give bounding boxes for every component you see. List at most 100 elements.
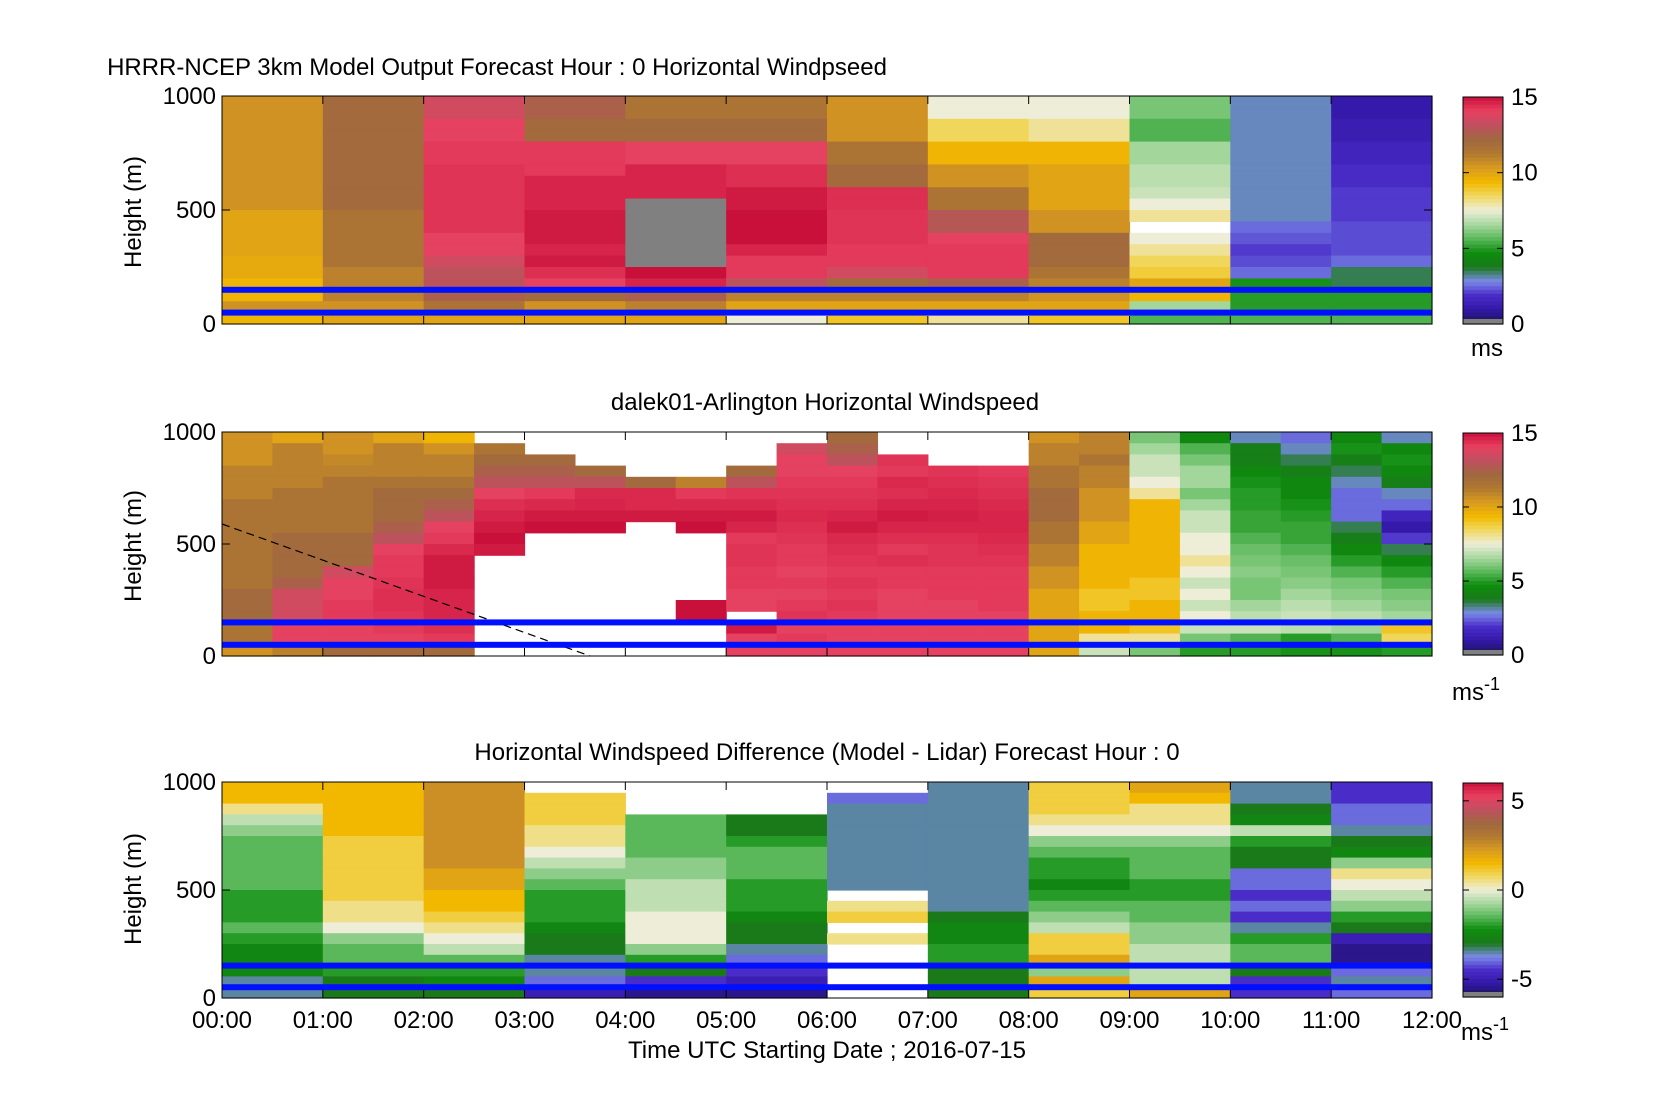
- heatmap-cell: [222, 521, 274, 534]
- heatmap-cell: [625, 987, 727, 999]
- heatmap-cell: [726, 825, 828, 837]
- heatmap-cell: [423, 532, 475, 545]
- heatmap-cell: [1129, 933, 1231, 945]
- colorbar-segment: [1463, 581, 1503, 586]
- panel-difference-yticks: 0 500 1000: [163, 769, 1432, 1012]
- heatmap-cell: [322, 555, 374, 567]
- colorbar-segment: [1463, 255, 1503, 261]
- heatmap-cell: [1028, 130, 1131, 143]
- colorbar-segment: [1463, 979, 1503, 984]
- heatmap-cell: [1280, 454, 1332, 467]
- heatmap-cell: [322, 900, 425, 913]
- heatmap-cell: [726, 510, 778, 523]
- heatmap-cell: [423, 510, 475, 523]
- heatmap-cell: [322, 890, 425, 902]
- heatmap-cell: [222, 187, 324, 200]
- heatmap-cell: [524, 792, 626, 805]
- heatmap-cell: [827, 825, 929, 837]
- heatmap-cell: [1079, 532, 1131, 545]
- y-tick-label: 500: [176, 531, 216, 558]
- panel-difference-heatmap: [222, 782, 1433, 999]
- heatmap-cell: [827, 244, 929, 257]
- heatmap-cell: [1331, 476, 1383, 489]
- heatmap-cell: [222, 976, 324, 988]
- heatmap-cell: [322, 198, 425, 211]
- panel-lidar: dalek01-Arlington Horizontal Windspeed H…: [120, 389, 1538, 706]
- heatmap-cell: [373, 577, 425, 590]
- heatmap-cell: [927, 803, 1030, 815]
- heatmap-cell: [827, 644, 879, 657]
- heatmap-cell: [776, 644, 828, 657]
- heatmap-cell: [1028, 175, 1131, 188]
- heatmap-cell: [272, 476, 324, 489]
- heatmap-cell: [474, 454, 526, 467]
- heatmap-cell: [1331, 976, 1433, 988]
- heatmap-cell: [222, 922, 324, 934]
- heatmap-cell: [927, 954, 1030, 967]
- heatmap-cell: [1230, 600, 1282, 612]
- heatmap-cell: [1230, 911, 1332, 923]
- colorbar-segment: [1463, 274, 1503, 280]
- heatmap-cell: [1028, 933, 1131, 945]
- heatmap-cell: [1129, 825, 1231, 837]
- panel-difference-reflines: [222, 962, 1432, 991]
- heatmap-cell: [1129, 814, 1231, 826]
- heatmap-cell: [1331, 622, 1383, 635]
- heatmap-cell: [222, 588, 274, 601]
- heatmap-cell: [322, 488, 374, 500]
- heatmap-cell: [1280, 510, 1332, 523]
- heatmap-cell: [1230, 633, 1282, 646]
- heatmap-cell: [373, 644, 425, 657]
- heatmap-cell: [726, 130, 828, 143]
- heatmap-cell: [423, 187, 526, 200]
- colorbar-segment: [1463, 312, 1503, 318]
- heatmap-cell: [625, 510, 677, 523]
- colorbar-segment: [1463, 240, 1503, 246]
- heatmap-cell: [474, 488, 526, 500]
- heatmap-cell: [1129, 465, 1181, 478]
- heatmap-cell: [776, 476, 828, 489]
- colorbar-tick-label: 5: [1511, 568, 1524, 595]
- heatmap-cell: [423, 130, 526, 143]
- heatmap-cell: [423, 611, 475, 623]
- heatmap-cell: [827, 555, 879, 567]
- heatmap-cell: [1179, 622, 1231, 635]
- heatmap-cell: [1179, 476, 1231, 489]
- heatmap-cell: [322, 633, 374, 646]
- colorbar-segment: [1463, 577, 1503, 582]
- colorbar-segment: [1463, 297, 1503, 302]
- colorbar-segment: [1463, 815, 1503, 820]
- heatmap-cell: [524, 255, 626, 268]
- heatmap-cell: [927, 633, 979, 646]
- heatmap-cell: [1230, 164, 1332, 177]
- heatmap-cell: [222, 911, 324, 923]
- heatmap-cell: [827, 187, 929, 200]
- heatmap-cell: [322, 965, 425, 977]
- heatmap-cell: [726, 267, 828, 279]
- colorbar-segment: [1463, 614, 1503, 619]
- colorbar-segment: [1463, 127, 1503, 132]
- heatmap-cell: [322, 232, 425, 245]
- heatmap-cell: [1129, 588, 1181, 601]
- colorbar-segment: [1463, 104, 1503, 109]
- heatmap-cell: [1381, 611, 1433, 623]
- heatmap-cell: [322, 244, 425, 257]
- heatmap-cell: [927, 846, 1030, 859]
- heatmap-cell: [423, 566, 475, 579]
- x-axis-label: Time UTC Starting Date ; 2016-07-15: [628, 1037, 1026, 1064]
- colorbar-segment: [1463, 176, 1503, 181]
- colorbar-segment: [1463, 957, 1503, 962]
- heatmap-cell: [524, 187, 626, 200]
- heatmap-cell: [827, 198, 929, 211]
- heatmap-cell: [272, 510, 324, 523]
- heatmap-cell: [1129, 987, 1231, 999]
- heatmap-cell: [524, 922, 626, 934]
- heatmap-cell: [625, 900, 727, 913]
- colorbar-segment: [1463, 293, 1503, 299]
- heatmap-cell: [1331, 803, 1433, 815]
- heatmap-cell: [827, 443, 879, 455]
- heatmap-cell: [827, 792, 929, 805]
- heatmap-cell: [927, 544, 979, 556]
- heatmap-cell: [1331, 521, 1383, 534]
- colorbar-segment: [1463, 305, 1503, 310]
